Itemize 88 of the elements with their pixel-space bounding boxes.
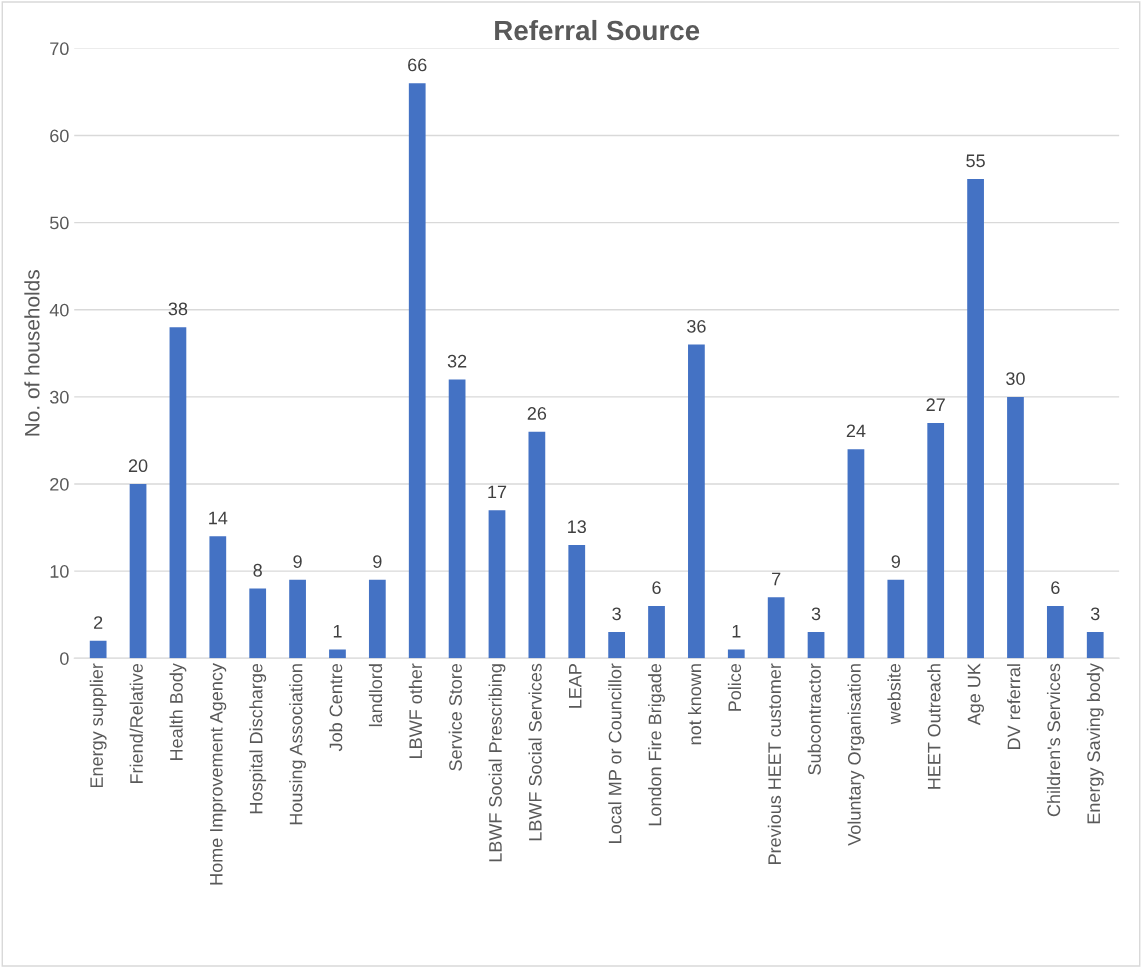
bar: [169, 327, 187, 659]
data-label: 36: [687, 319, 706, 333]
bar: [967, 179, 984, 659]
bar: [528, 431, 546, 659]
x-tick-label: Energy supplier: [89, 663, 107, 788]
data-label: 9: [373, 555, 382, 568]
bar: [887, 579, 905, 659]
bar: [209, 536, 227, 659]
x-tick-label: DV referral: [1007, 664, 1021, 749]
bar: [1007, 396, 1024, 659]
x-tick-label: LBWF Social Services: [528, 663, 542, 841]
bar: [329, 649, 346, 659]
x-tick-label: Friend/Relative: [129, 663, 143, 784]
y-tick-label: 0: [60, 652, 69, 665]
bar: [807, 632, 825, 659]
bar: [249, 588, 267, 659]
data-label: 9: [293, 555, 302, 568]
bar: [727, 649, 745, 659]
y-tick-label: 60: [50, 129, 69, 143]
bar: [648, 605, 665, 659]
bar: [847, 449, 865, 659]
bar: [927, 423, 945, 659]
data-label: 55: [966, 154, 985, 168]
bar: [1086, 632, 1104, 659]
x-tick-label: HEET Outreach: [927, 664, 941, 789]
data-label: 14: [209, 511, 228, 525]
data-label: 2: [94, 616, 103, 629]
x-tick-label: Energy Saving body: [1086, 663, 1104, 824]
data-label: 3: [1090, 607, 1100, 621]
x-tick-label: website: [887, 663, 901, 725]
data-label: 38: [168, 302, 188, 316]
x-tick-label: Housing Association: [289, 664, 306, 825]
chart-title: Referral Source: [495, 19, 700, 41]
x-tick-label: landlord: [368, 664, 383, 727]
data-label: 6: [652, 581, 661, 595]
bar: [767, 597, 785, 659]
data-label: 27: [926, 398, 945, 411]
y-tick-label: 50: [50, 216, 69, 230]
x-tick-label: Home Improvement Agency: [210, 663, 227, 885]
y-tick-label: 10: [50, 565, 69, 578]
bar: [488, 510, 506, 659]
bar: [129, 484, 147, 659]
x-tick-label: LBWF Social Prescribing: [488, 664, 506, 862]
x-tick-label: Health Body: [169, 663, 187, 760]
data-label: 17: [488, 485, 507, 499]
bar: [688, 344, 705, 659]
x-tick-label: Police: [727, 663, 742, 711]
data-label: 3: [811, 607, 821, 621]
bar: [448, 379, 466, 659]
x-tick-label: Local MP or Councillor: [608, 663, 622, 843]
data-label: 6: [1051, 581, 1060, 595]
data-label: 1: [333, 625, 342, 638]
data-label: 13: [568, 520, 586, 534]
bar: [368, 579, 386, 659]
y-tick-label: 70: [50, 42, 69, 56]
data-label: 30: [1006, 372, 1025, 385]
y-tick-label: 20: [50, 477, 69, 491]
data-label: 1: [732, 625, 741, 638]
data-label: 20: [128, 459, 148, 473]
x-tick-label: Children's Services: [1046, 663, 1061, 817]
x-tick-label: Subcontractor: [807, 663, 821, 775]
x-tick-label: Previous HEET customer: [767, 663, 782, 864]
bar: [89, 640, 107, 659]
x-tick-label: Hospital Discharge: [249, 663, 267, 814]
data-label: 66: [408, 58, 427, 72]
data-label: 8: [253, 563, 262, 577]
y-tick-label: 30: [49, 390, 69, 404]
x-tick-label: Service Store: [448, 663, 462, 771]
x-tick-label: Age UK: [967, 663, 984, 726]
data-label: 26: [527, 407, 547, 420]
x-tick-label: not known: [687, 664, 702, 745]
data-label: 24: [846, 424, 866, 438]
bar: [289, 579, 306, 659]
bar: [608, 632, 626, 659]
data-label: 3: [612, 607, 621, 621]
bar: [1046, 605, 1064, 659]
x-tick-label: London Fire Brigade: [648, 663, 665, 826]
data-label: 9: [891, 555, 900, 568]
bar: [408, 83, 426, 659]
x-tick-label: Voluntary Organisation: [847, 664, 865, 846]
x-tick-label: LBWF other: [408, 663, 423, 758]
x-tick-label: LEAP: [569, 664, 582, 708]
data-label: 7: [772, 572, 781, 586]
y-tick-label: 40: [49, 303, 69, 317]
x-tick-label: Job Centre: [329, 663, 343, 752]
y-axis-title: No. of households: [24, 270, 40, 436]
bar: [568, 544, 586, 659]
data-label: 32: [447, 354, 467, 368]
